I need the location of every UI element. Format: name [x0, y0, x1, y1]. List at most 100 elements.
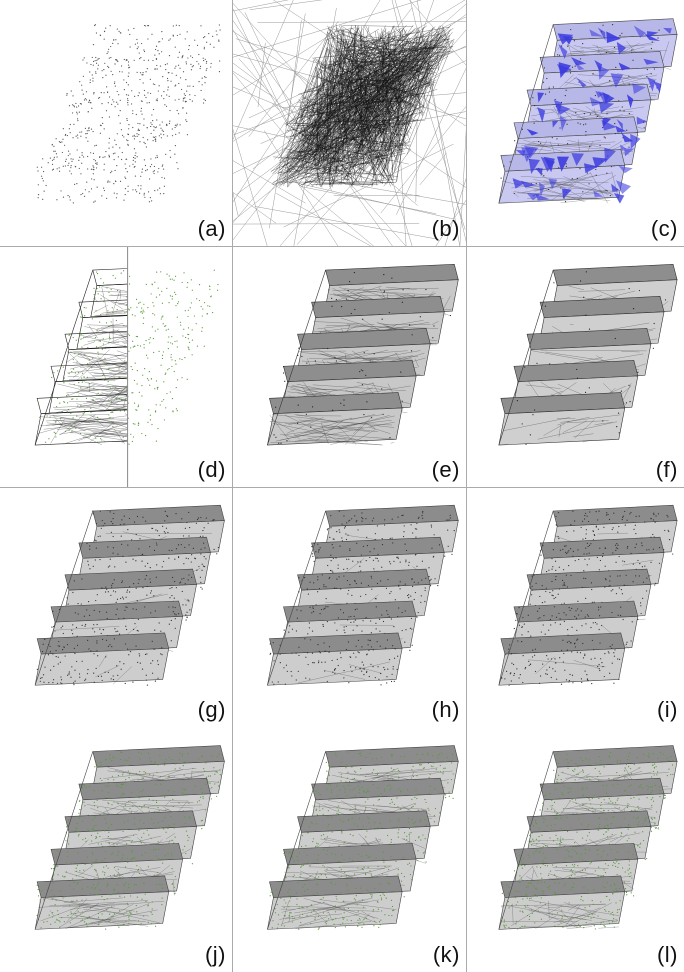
- point: [150, 293, 152, 295]
- point: [599, 547, 601, 549]
- point: [186, 611, 188, 613]
- point: [646, 549, 648, 551]
- long-edge: [287, 20, 302, 126]
- point: [137, 661, 139, 664]
- point: [123, 617, 125, 619]
- point: [93, 609, 95, 611]
- point: [185, 619, 187, 621]
- point: [391, 277, 393, 279]
- point: [344, 632, 346, 634]
- point: [114, 81, 116, 83]
- point: [114, 180, 117, 182]
- point: [188, 535, 190, 537]
- point: [134, 154, 136, 157]
- point: [213, 46, 215, 48]
- point: [579, 58, 582, 60]
- point: [369, 556, 371, 559]
- point: [110, 56, 112, 59]
- point: [143, 317, 145, 319]
- point: [186, 90, 188, 92]
- point: [148, 178, 151, 180]
- point: [190, 561, 192, 563]
- point: [99, 438, 102, 440]
- point: [155, 404, 157, 406]
- point: [513, 192, 515, 195]
- point: [604, 586, 606, 588]
- point: [548, 87, 550, 89]
- point: [76, 660, 78, 663]
- point: [621, 518, 623, 521]
- point: [324, 607, 326, 609]
- point: [142, 82, 144, 84]
- point: [96, 650, 98, 652]
- point: [328, 577, 330, 580]
- point: [317, 644, 319, 646]
- point: [169, 391, 171, 393]
- point: [651, 41, 653, 43]
- point: [157, 171, 159, 173]
- point: [273, 683, 275, 685]
- point: [154, 281, 156, 283]
- point: [89, 102, 91, 104]
- point: [584, 512, 587, 514]
- point: [84, 189, 87, 191]
- panel-label: (g): [197, 697, 226, 722]
- mesh-edge: [351, 33, 390, 161]
- point: [115, 631, 117, 633]
- long-edge: [248, 21, 339, 137]
- point: [147, 24, 150, 27]
- mesh-edge: [283, 427, 335, 436]
- point: [312, 662, 314, 664]
- blue-triangle: [647, 31, 659, 38]
- point: [174, 613, 176, 615]
- point: [132, 436, 135, 438]
- point: [176, 34, 179, 37]
- point: [53, 625, 55, 628]
- point: [605, 189, 607, 191]
- point: [355, 667, 357, 669]
- point: [352, 560, 354, 562]
- mesh-edge: [320, 61, 322, 68]
- point: [583, 113, 585, 115]
- point: [327, 347, 329, 350]
- point: [353, 652, 355, 654]
- point: [82, 59, 84, 61]
- point: [158, 622, 160, 624]
- point: [362, 668, 364, 670]
- point: [68, 671, 70, 673]
- point: [388, 616, 390, 618]
- point: [99, 360, 102, 362]
- point: [643, 127, 645, 129]
- point: [576, 629, 578, 631]
- point: [190, 279, 192, 281]
- point: [361, 520, 363, 522]
- point: [531, 594, 533, 596]
- mesh-edge: [364, 154, 380, 181]
- point: [391, 537, 393, 539]
- point: [324, 661, 326, 663]
- point: [66, 93, 68, 95]
- point: [56, 168, 58, 170]
- point: [189, 307, 191, 309]
- point: [103, 92, 105, 94]
- point: [101, 374, 104, 377]
- point: [154, 54, 156, 56]
- point: [356, 608, 358, 610]
- panel-f-drawing: [498, 264, 678, 446]
- mesh-edge: [311, 76, 333, 134]
- point: [311, 652, 314, 654]
- point: [552, 86, 555, 88]
- point: [134, 623, 136, 625]
- point: [381, 388, 383, 390]
- point: [66, 94, 68, 96]
- mesh-edge: [395, 95, 419, 109]
- point: [202, 565, 205, 567]
- point: [155, 380, 158, 382]
- blue-triangle: [589, 29, 604, 37]
- mesh-edge: [582, 440, 590, 443]
- mesh-edge: [621, 385, 632, 395]
- point: [171, 549, 173, 552]
- mesh-edge: [383, 142, 387, 148]
- point: [134, 161, 136, 163]
- point: [392, 666, 394, 668]
